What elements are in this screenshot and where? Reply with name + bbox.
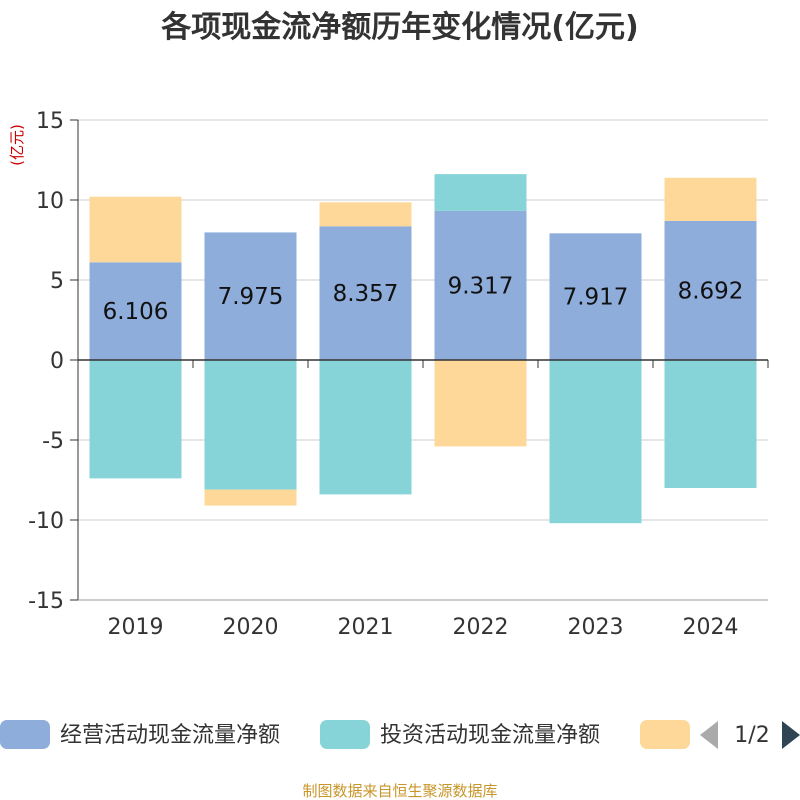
y-tick-label: 5	[50, 269, 64, 294]
bar-series2-2021	[319, 360, 412, 495]
y-tick-label: 10	[36, 189, 64, 214]
bar-series3-2022	[434, 360, 527, 447]
legend-swatch[interactable]	[0, 720, 50, 749]
axes	[77, 120, 769, 601]
bar-series1-2020	[204, 232, 297, 360]
bar-series3-2019	[89, 196, 182, 263]
y-tick-label: -10	[28, 509, 64, 534]
bar-series2-2023	[549, 360, 642, 524]
legend-page-indicator: 1/2	[734, 723, 769, 748]
data-label: 9.317	[448, 273, 514, 299]
y-axis-unit: (亿元)	[8, 124, 26, 166]
data-label: 7.975	[218, 284, 284, 310]
bar-series1-2023	[549, 233, 642, 360]
data-label: 8.357	[333, 281, 399, 307]
bar-series1-2019	[89, 262, 182, 360]
y-tick-label: 0	[50, 349, 64, 374]
bar-series1-2024	[664, 220, 757, 360]
bar-series1-2021	[319, 226, 412, 360]
chart-title: 各项现金流净额历年变化情况(亿元)	[160, 10, 638, 45]
legend: 经营活动现金流量净额 投资活动现金流量净额	[0, 720, 690, 749]
bar-series2-2019	[89, 360, 182, 479]
legend-pager: 1/2	[700, 721, 800, 749]
bars	[89, 174, 757, 524]
source-note: 制图数据来自恒生聚源数据库	[302, 782, 497, 800]
data-label: 8.692	[678, 278, 744, 304]
bar-series2-2022	[434, 174, 527, 211]
legend-next-icon[interactable]	[782, 721, 800, 749]
x-tick-label: 2024	[683, 615, 739, 640]
bar-series3-2024	[664, 177, 757, 221]
x-tick-label: 2023	[568, 615, 624, 640]
legend-swatch[interactable]	[640, 720, 690, 749]
x-tick-labels: 2019 2020 2021 2022 2023 2024	[108, 615, 739, 640]
bar-series3-2020	[204, 489, 297, 506]
bar-series1-2022	[434, 210, 527, 360]
x-tick-label: 2022	[453, 615, 509, 640]
bar-series3-2021	[319, 202, 412, 227]
x-tick-label: 2021	[338, 615, 394, 640]
bar-labels: 6.106 7.975 8.357 9.317 7.917 8.692	[103, 273, 744, 325]
data-label: 6.106	[103, 299, 169, 325]
y-tick-label: -15	[28, 589, 64, 614]
y-tick-labels: 15 10 5 0 -5 -10 -15	[28, 109, 64, 614]
data-label: 7.917	[563, 285, 629, 311]
y-tick-label: -5	[42, 429, 64, 454]
x-tick-label: 2020	[223, 615, 279, 640]
bar-series2-2024	[664, 360, 757, 488]
bar-series2-2020	[204, 360, 297, 490]
y-tick-label: 15	[36, 109, 64, 134]
x-tick-label: 2019	[108, 615, 164, 640]
legend-prev-icon[interactable]	[700, 721, 718, 749]
legend-swatch[interactable]	[320, 720, 370, 749]
legend-label[interactable]: 经营活动现金流量净额	[60, 723, 280, 748]
legend-label[interactable]: 投资活动现金流量净额	[380, 723, 600, 748]
